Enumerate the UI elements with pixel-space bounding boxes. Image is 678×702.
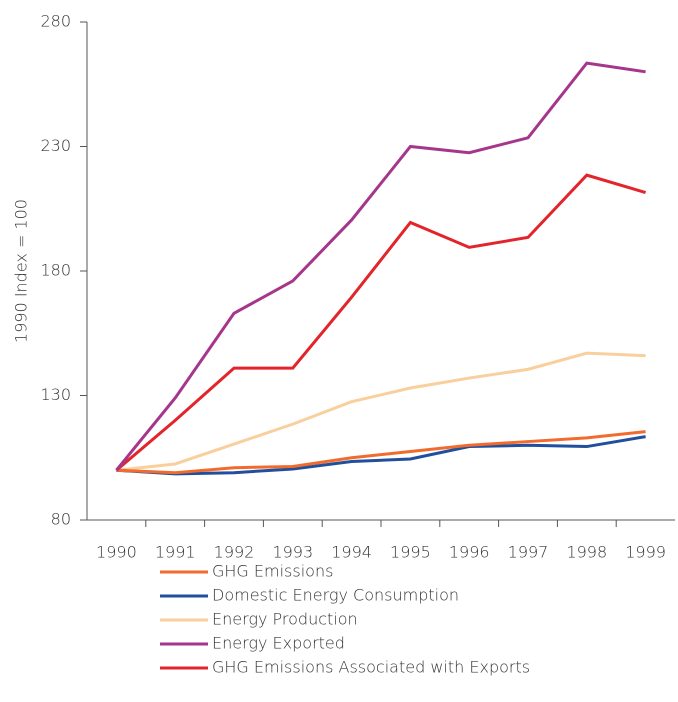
x-tick-label: 1992 (214, 543, 255, 562)
y-tick-label: 180 (40, 261, 71, 280)
legend-label: GHG Emissions (212, 562, 333, 581)
y-tick-label: 230 (40, 136, 71, 155)
y-tick-label: 80 (51, 510, 71, 529)
y-axis-label: 1990 Index = 100 (12, 199, 31, 343)
series-line (115, 61, 646, 472)
x-tick-label: 1994 (331, 543, 372, 562)
legend-label: Energy Production (212, 610, 358, 629)
series-line (116, 430, 646, 475)
series-line (116, 435, 646, 476)
x-tick-label: 1995 (390, 543, 431, 562)
x-tick-label: 1990 (96, 543, 137, 562)
legend-label: GHG Emissions Associated with Exports (212, 658, 530, 677)
x-tick-label: 1998 (566, 543, 607, 562)
x-tick-label: 1997 (508, 543, 549, 562)
x-tick-label: 1993 (272, 543, 313, 562)
x-tick-label: 1999 (625, 543, 666, 562)
series-line (115, 173, 647, 472)
series-line (116, 351, 646, 472)
x-tick-label: 1991 (155, 543, 196, 562)
y-tick-label: 280 (40, 12, 71, 31)
x-tick-label: 1996 (449, 543, 490, 562)
y-tick-label: 130 (40, 385, 71, 404)
legend-label: Domestic Energy Consumption (212, 586, 459, 605)
legend-label: Energy Exported (212, 634, 345, 653)
